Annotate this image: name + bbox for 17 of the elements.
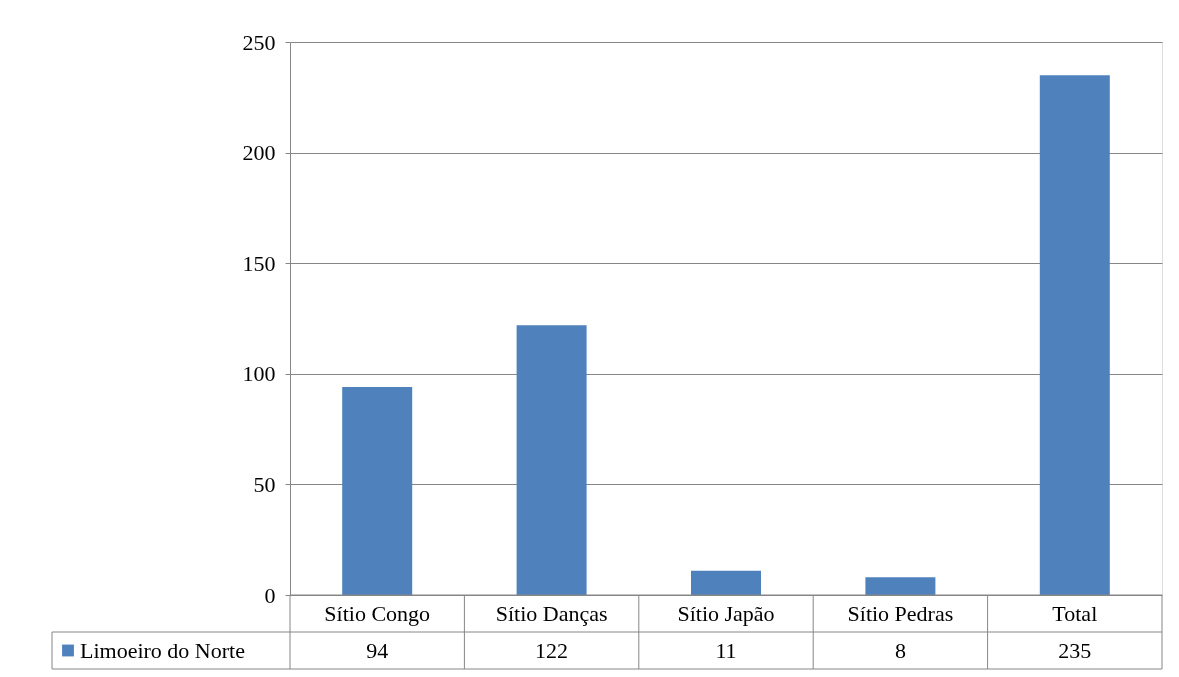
data-label: 11	[715, 637, 737, 663]
data-label: 94	[366, 637, 389, 663]
data-label: 8	[894, 637, 906, 663]
x-tick-label: Sítio Pedras	[847, 600, 954, 626]
data-label: 122	[535, 637, 569, 663]
y-tick-label: 0	[264, 582, 276, 608]
x-tick-label: Sítio Congo	[324, 600, 431, 626]
x-tick-label: Sítio Danças	[495, 600, 608, 626]
x-tick-label: Sítio Japão	[677, 600, 775, 626]
data-label: 235	[1058, 637, 1092, 663]
y-tick-label: 50	[253, 471, 276, 497]
y-tick-label: 250	[242, 29, 276, 55]
y-tick-label: 200	[242, 140, 276, 166]
x-tick-label: Total	[1052, 600, 1098, 626]
y-tick-label: 150	[242, 250, 276, 276]
legend-label: Limoeiro do Norte	[80, 637, 245, 663]
y-tick-label: 100	[242, 361, 276, 387]
